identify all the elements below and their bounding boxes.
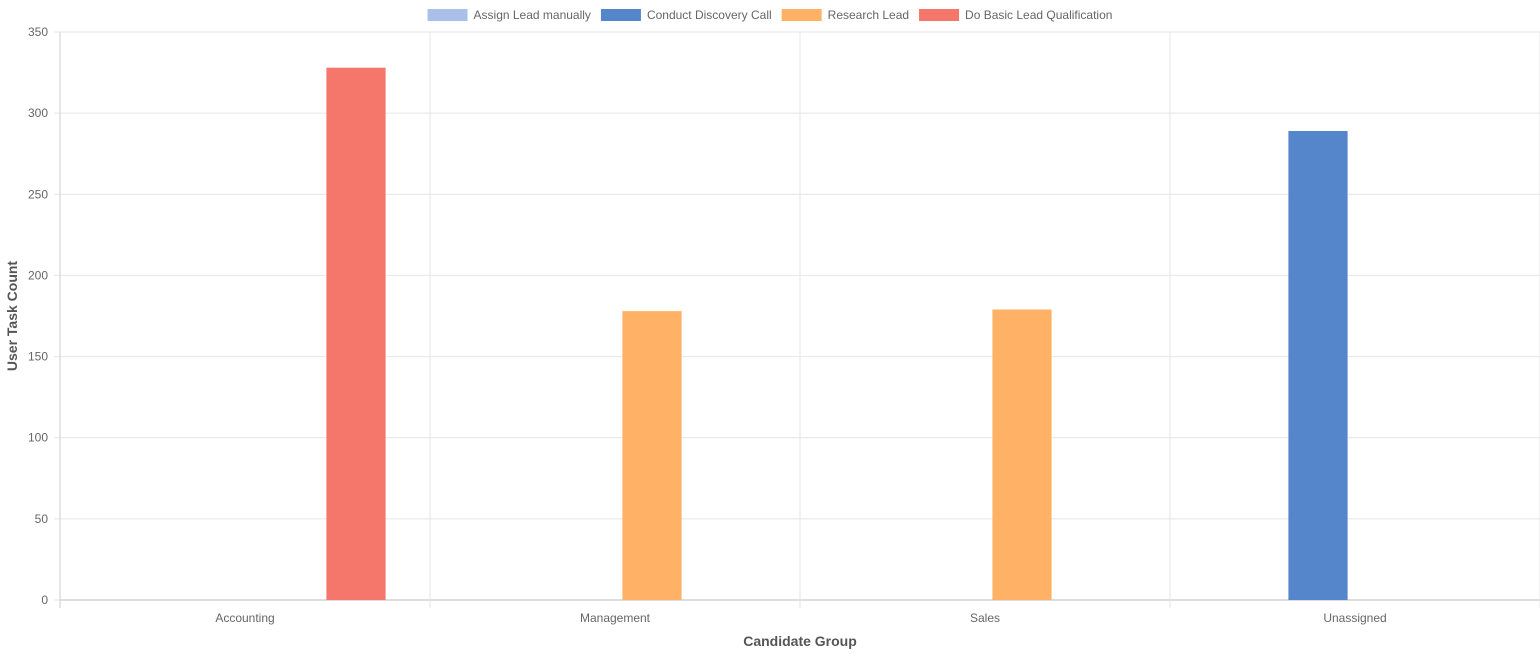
y-tick-label: 350 xyxy=(28,25,48,39)
legend-item-research-lead[interactable]: Research Lead xyxy=(781,8,909,22)
y-tick-label: 150 xyxy=(28,350,48,364)
bars xyxy=(326,67,1348,600)
legend-item-assign-lead-manually[interactable]: Assign Lead manually xyxy=(427,8,591,22)
legend-label: Conduct Discovery Call xyxy=(647,8,772,22)
legend-swatch xyxy=(781,9,822,21)
x-tick-label: Sales xyxy=(970,611,1000,625)
y-tick-label: 200 xyxy=(28,268,48,282)
legend-item-conduct-discovery-call[interactable]: Conduct Discovery Call xyxy=(600,8,772,22)
x-tick-label: Accounting xyxy=(215,611,274,625)
legend-swatch xyxy=(919,9,960,21)
y-tick-label: 300 xyxy=(28,106,48,120)
x-tick-label: Management xyxy=(580,611,651,625)
axes: 0 50 100 150 200 250 300 350 Accounting Managemen… xyxy=(28,25,1387,625)
legend-label: Do Basic Lead Qualification xyxy=(965,8,1112,22)
legend-label: Research Lead xyxy=(828,8,909,22)
x-tick-label: Unassigned xyxy=(1323,611,1386,625)
bar-conduct-discovery-call-unassigned[interactable] xyxy=(1288,130,1348,600)
bar-do-basic-lead-qualification-accounting[interactable] xyxy=(326,67,386,600)
y-axis-title: User Task Count xyxy=(4,261,20,372)
y-tick-label: 100 xyxy=(28,431,48,445)
grid-lines xyxy=(59,31,1540,608)
legend-swatch xyxy=(600,9,641,21)
legend-swatch xyxy=(427,9,468,21)
legend-item-do-basic-lead-qualification[interactable]: Do Basic Lead Qualification xyxy=(919,8,1112,22)
y-tick-label: 0 xyxy=(41,593,48,607)
x-axis-title: Candidate Group xyxy=(743,633,857,649)
bar-research-lead-management[interactable] xyxy=(622,311,682,600)
bar-research-lead-sales[interactable] xyxy=(992,309,1052,600)
legend-label: Assign Lead manually xyxy=(474,8,591,22)
y-tick-label: 250 xyxy=(28,187,48,201)
legend: Assign Lead manually Conduct Discovery Ca… xyxy=(427,8,1112,22)
y-tick-label: 50 xyxy=(35,512,49,526)
